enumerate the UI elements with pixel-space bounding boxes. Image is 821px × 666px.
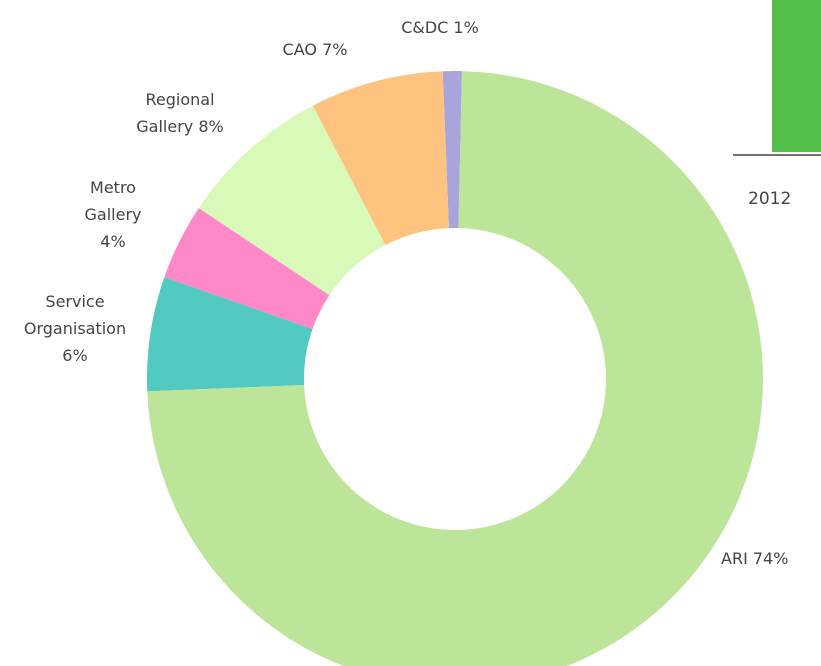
value-label: 1%	[453, 18, 479, 37]
x-tick-label: 2012	[748, 189, 791, 209]
value-label: 6%	[62, 346, 88, 365]
slice-label: Metro Gallery 4%	[78, 174, 148, 255]
value-label: 4%	[100, 232, 126, 251]
category-name: Regional Gallery	[136, 90, 215, 136]
category-name: CAO	[282, 40, 317, 59]
category-name: Service Organisation	[23, 292, 127, 338]
donut-slice	[147, 277, 313, 392]
donut-slice	[147, 71, 763, 666]
donut-slice	[312, 71, 449, 246]
value-label: 74%	[752, 549, 789, 568]
slice-label: ARI 74%	[721, 545, 821, 572]
category-name: Metro Gallery	[84, 178, 142, 224]
donut-slice	[198, 105, 386, 296]
category-name: C&DC	[401, 18, 449, 37]
partial-bar	[772, 0, 821, 152]
value-label: 7%	[322, 40, 348, 59]
donut-slice	[442, 71, 462, 229]
slice-label: Regional Gallery 8%	[124, 86, 236, 140]
slice-label: CAO 7%	[270, 36, 360, 63]
slice-label: Service Organisation 6%	[20, 288, 130, 369]
value-label: 8%	[198, 117, 224, 136]
donut-slice	[164, 208, 330, 330]
category-name: ARI	[721, 549, 748, 568]
slice-label: C&DC 1%	[380, 14, 500, 41]
